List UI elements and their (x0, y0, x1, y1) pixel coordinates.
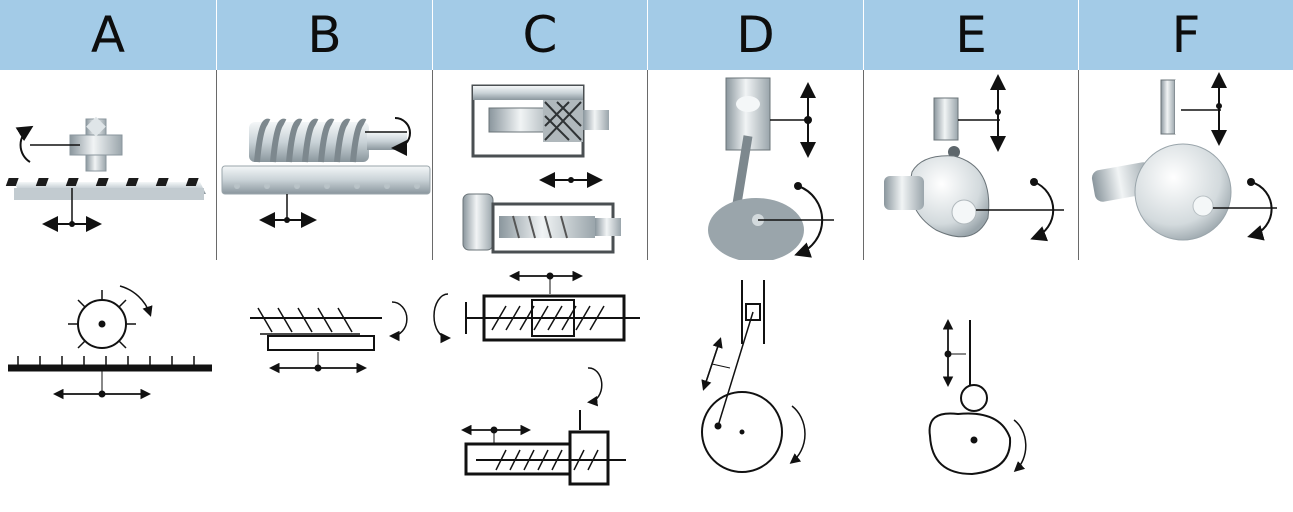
photo-cell-a (0, 70, 217, 260)
mechanism-photo-row (0, 70, 1293, 260)
rack-and-pinion-photo-icon (5, 116, 206, 232)
column-label-d: D (736, 6, 775, 64)
photo-cell-c (433, 70, 648, 260)
worm-rack-photo-icon (221, 117, 431, 228)
column-header-f: F (1079, 0, 1293, 70)
column-header-row: A B C D E F (0, 0, 1293, 70)
column-header-e: E (864, 0, 1079, 70)
column-header-a: A (0, 0, 217, 70)
column-label-b: B (307, 6, 342, 64)
mechanism-schematic-row (0, 260, 1293, 512)
schematic-canvas (8, 270, 1027, 486)
worm-rack-schematic-icon (250, 301, 408, 374)
slider-crank-schematic-icon (701, 280, 806, 473)
lead-screw-nut-photo-icon (462, 84, 621, 254)
lead-screw-upper-icon (471, 84, 609, 158)
lead-screw-lower-icon (462, 193, 621, 254)
column-label-a: A (90, 6, 126, 64)
column-header-d: D (648, 0, 864, 70)
column-header-c: C (433, 0, 648, 70)
photo-cell-b (217, 70, 433, 260)
column-label-e: E (955, 6, 987, 64)
rack-and-pinion-schematic-icon (8, 285, 212, 400)
cam-follower-photo-icon (884, 74, 1064, 242)
column-header-b: B (217, 0, 433, 70)
lead-screw-schematic-icon (433, 270, 640, 486)
photo-cell-f (1079, 70, 1293, 260)
column-label-c: C (522, 6, 558, 64)
slider-crank-photo-icon (708, 77, 834, 260)
photo-cell-d (648, 70, 864, 260)
photo-cell-e (864, 70, 1079, 260)
cam-follower-schematic-icon (928, 319, 1027, 476)
column-label-f: F (1171, 6, 1201, 64)
eccentric-disc-photo-icon (1091, 72, 1277, 241)
